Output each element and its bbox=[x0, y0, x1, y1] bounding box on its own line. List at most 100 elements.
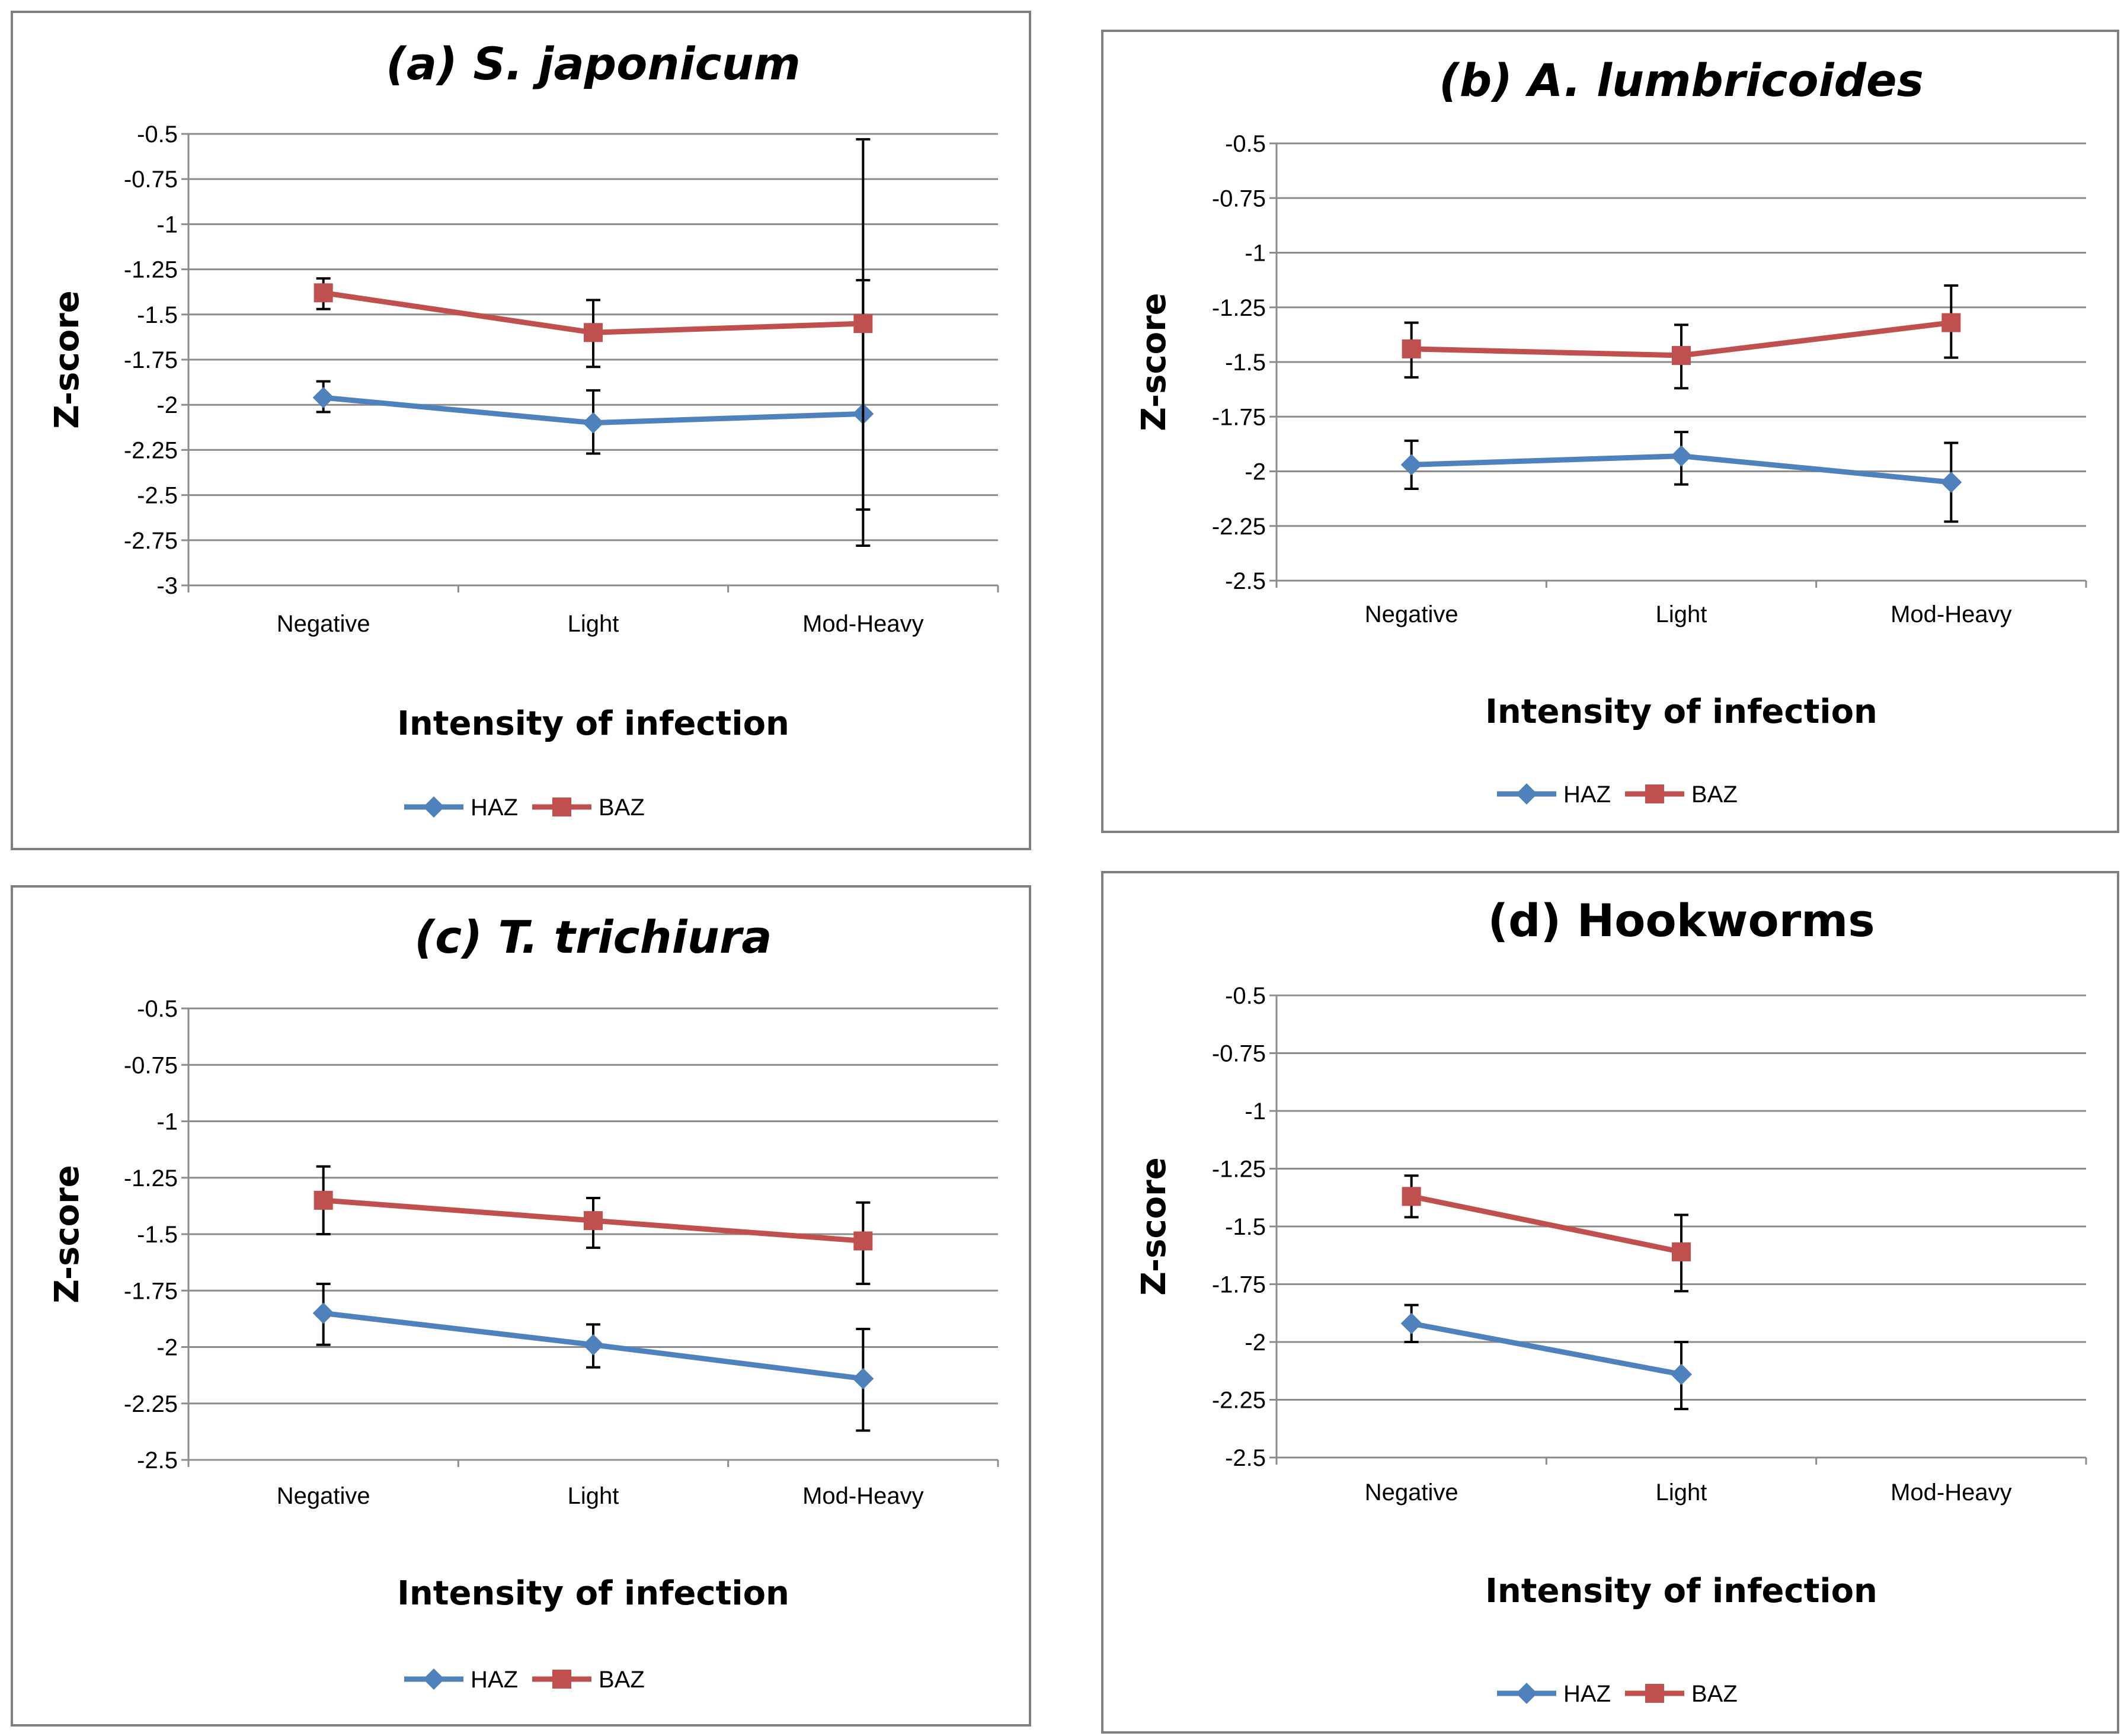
y-tick-label: -1.5 bbox=[137, 1222, 178, 1248]
chart-b: (b) A. lumbricoides -0.5 -0.75 -1 -1.25 -1.5 -… bbox=[1135, 54, 2087, 808]
chart-panel-c: (c) T. trichiura -0.5 -0.75 -1 -1.25 -1.5 -1.7… bbox=[11, 885, 1031, 1727]
chart-title: (b) A. lumbricoides bbox=[1439, 54, 1924, 107]
y-tick-label: -2.25 bbox=[1212, 1388, 1266, 1414]
legend-baz-label: BAZ bbox=[1691, 1681, 1738, 1707]
baz-point bbox=[314, 1190, 333, 1210]
legend-haz-marker bbox=[423, 796, 444, 818]
x-tick-label: Mod-Heavy bbox=[1891, 1479, 2012, 1506]
y-tick-label: -1.75 bbox=[1212, 404, 1266, 430]
x-axis-title: Intensity of infection bbox=[1485, 1572, 1877, 1610]
x-axis-title: Intensity of infection bbox=[1485, 693, 1877, 731]
y-tick-label: -1.5 bbox=[1225, 1214, 1266, 1240]
x-axis-title: Intensity of infection bbox=[397, 704, 789, 743]
legend-baz-marker bbox=[552, 797, 571, 816]
legend-haz-label: HAZ bbox=[1563, 1681, 1611, 1707]
baz-point bbox=[853, 314, 873, 334]
legend: HAZ BAZ bbox=[1497, 1681, 1738, 1707]
y-tick-label: -0.5 bbox=[137, 996, 178, 1022]
y-tick-label: -0.5 bbox=[137, 121, 178, 148]
x-tick-label: Light bbox=[568, 611, 619, 637]
haz-point bbox=[583, 412, 604, 434]
haz-point bbox=[1400, 1312, 1422, 1334]
legend-haz-marker bbox=[1516, 783, 1537, 805]
y-tick-label: -0.75 bbox=[1212, 1041, 1266, 1067]
legend-haz-marker bbox=[1516, 1683, 1537, 1704]
chart-a: (a) S. japonicum -0.5 -0.75 -1 -1.25 -1.5 -1.7… bbox=[48, 37, 999, 821]
legend-haz-label: HAZ bbox=[471, 1667, 518, 1693]
y-tick-label: -2.5 bbox=[1225, 1445, 1266, 1471]
baz-point bbox=[1941, 313, 1961, 332]
y-tick-label: -2.5 bbox=[137, 1447, 178, 1474]
baz-point bbox=[1402, 1187, 1421, 1206]
y-tick-label: -1 bbox=[156, 212, 178, 238]
chart-panel-d: (d) Hookworms -0.5 -0.75 -1 -1.25 -1.5 -1.75 -2… bbox=[1101, 871, 2119, 1734]
chart-title: (a) S. japonicum bbox=[386, 37, 801, 90]
y-tick-label: -2 bbox=[1245, 1330, 1266, 1356]
legend-baz-label: BAZ bbox=[1691, 781, 1738, 808]
chart-c: (c) T. trichiura -0.5 -0.75 -1 -1.25 -1.5 -1.7… bbox=[48, 911, 999, 1693]
haz-point bbox=[1940, 471, 1962, 493]
baz-point bbox=[853, 1231, 873, 1251]
y-axis-title: Z-score bbox=[48, 1165, 87, 1303]
baz-line bbox=[1410, 1193, 1682, 1255]
x-tick-label: Negative bbox=[1365, 1479, 1458, 1506]
legend-baz-marker bbox=[1645, 1684, 1664, 1703]
legend: HAZ BAZ bbox=[404, 1667, 645, 1693]
legend: HAZ BAZ bbox=[1497, 781, 1738, 808]
haz-point bbox=[312, 1302, 334, 1324]
haz-point bbox=[1671, 1363, 1692, 1385]
y-tick-label: -1.75 bbox=[124, 1278, 178, 1304]
y-tick-label: -1.25 bbox=[1212, 1157, 1266, 1183]
haz-point bbox=[583, 1334, 604, 1356]
gridlines bbox=[181, 133, 998, 587]
y-tick-label: -1 bbox=[156, 1109, 178, 1135]
y-tick-label: -2.25 bbox=[124, 1391, 178, 1417]
y-tick-label: -2.75 bbox=[124, 528, 178, 554]
chart-panel-b: (b) A. lumbricoides -0.5 -0.75 -1 -1.25 -1.5 -… bbox=[1101, 30, 2119, 833]
y-axis-title: Z-score bbox=[1135, 1157, 1173, 1295]
x-tick-label: Light bbox=[568, 1483, 619, 1509]
y-tick-label: -2.5 bbox=[1225, 568, 1266, 594]
chart-title: (c) T. trichiura bbox=[414, 911, 772, 963]
haz-line bbox=[1410, 1321, 1682, 1378]
y-tick-label: -1.5 bbox=[137, 302, 178, 328]
series-haz bbox=[1400, 1303, 1692, 1411]
y-tick-label: -0.5 bbox=[1225, 983, 1266, 1009]
y-tick-label: -1 bbox=[1245, 241, 1266, 267]
haz-point bbox=[1400, 454, 1422, 476]
x-tick-label: Light bbox=[1656, 601, 1707, 627]
gridlines bbox=[1269, 994, 2086, 1459]
baz-point bbox=[1402, 339, 1421, 358]
x-tick-label: Mod-Heavy bbox=[802, 611, 924, 637]
y-axis-title: Z-score bbox=[1135, 293, 1173, 431]
y-tick-label: -1.25 bbox=[124, 1165, 178, 1192]
x-tick-label: Mod-Heavy bbox=[1891, 601, 2012, 627]
legend-haz-marker bbox=[423, 1668, 444, 1690]
legend-baz-marker bbox=[1645, 784, 1664, 803]
y-tick-label: -2 bbox=[156, 392, 178, 418]
series-baz bbox=[314, 1165, 873, 1285]
x-axis-title: Intensity of infection bbox=[397, 1574, 789, 1613]
legend-haz-label: HAZ bbox=[1563, 781, 1611, 808]
chart-d: (d) Hookworms -0.5 -0.75 -1 -1.25 -1.5 -1.75 -2… bbox=[1135, 894, 2087, 1707]
baz-point bbox=[314, 283, 333, 303]
haz-point bbox=[1671, 445, 1692, 467]
chart-title: (d) Hookworms bbox=[1488, 894, 1875, 947]
legend-baz-marker bbox=[552, 1670, 571, 1689]
y-tick-label: -3 bbox=[156, 573, 178, 599]
y-tick-label: -0.75 bbox=[124, 1052, 178, 1078]
y-tick-label: -1.5 bbox=[1225, 350, 1266, 376]
legend-baz-label: BAZ bbox=[599, 795, 645, 821]
series-baz bbox=[1402, 284, 1961, 390]
series-baz bbox=[1402, 1174, 1691, 1293]
x-tick-label: Negative bbox=[1365, 601, 1458, 627]
series-haz bbox=[1400, 431, 1962, 523]
baz-point bbox=[1672, 1242, 1691, 1261]
baz-point bbox=[1672, 345, 1691, 365]
x-tick-label: Negative bbox=[277, 611, 370, 637]
x-tick-label: Mod-Heavy bbox=[802, 1483, 924, 1509]
haz-point bbox=[312, 387, 334, 409]
y-tick-label: -2 bbox=[156, 1335, 178, 1361]
y-tick-label: -2.5 bbox=[137, 483, 178, 509]
legend-baz-label: BAZ bbox=[599, 1667, 645, 1693]
